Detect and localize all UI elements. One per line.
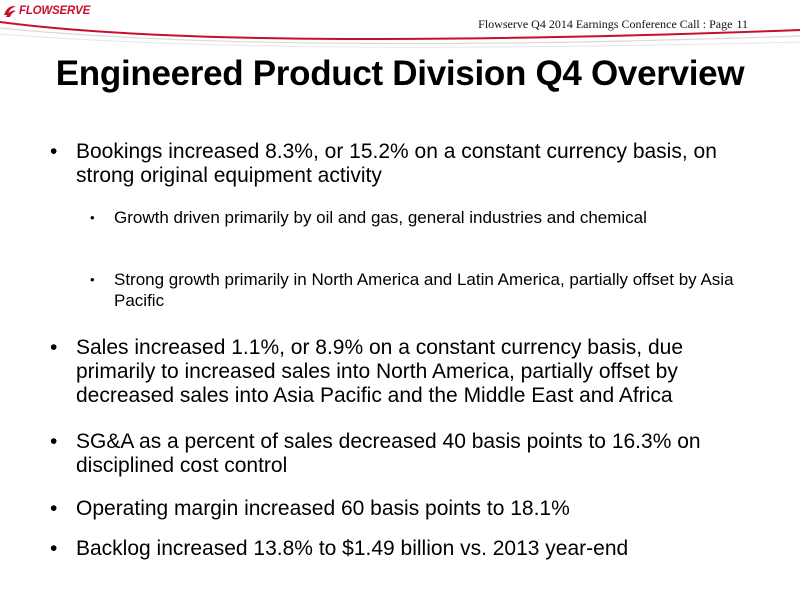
sub-bullet-text: Strong growth primarily in North America… bbox=[114, 270, 734, 310]
bullet-dot-icon: • bbox=[50, 430, 58, 453]
flowserve-logo: FLOWSERVE bbox=[3, 4, 90, 18]
bullet-dot-icon: • bbox=[50, 537, 58, 560]
bullet-dot-icon: • bbox=[50, 140, 58, 163]
bullet-text: Sales increased 1.1%, or 8.9% on a const… bbox=[76, 336, 684, 407]
slide-title: Engineered Product Division Q4 Overview bbox=[55, 54, 745, 93]
bullet-text: Backlog increased 13.8% to $1.49 billion… bbox=[76, 537, 629, 560]
header-swoosh-graphic bbox=[0, 21, 800, 48]
sub-bullet-text: Growth driven primarily by oil and gas, … bbox=[114, 208, 647, 227]
bullet-dot-icon: • bbox=[50, 336, 58, 359]
bullet-text: Operating margin increased 60 basis poin… bbox=[76, 497, 570, 520]
page-reference-label: Flowserve Q4 2014 Earnings Conference Ca… bbox=[478, 17, 733, 31]
logo-wordmark: FLOWSERVE bbox=[19, 5, 91, 17]
page-reference: Flowserve Q4 2014 Earnings Conference Ca… bbox=[478, 17, 748, 32]
bullet-dot-icon: • bbox=[50, 497, 58, 520]
page-number: 11 bbox=[736, 17, 748, 31]
sub-bullet-dot-icon: • bbox=[90, 210, 95, 225]
slide-header: FLOWSERVE Flowserve Q4 2014 Earnings Con… bbox=[0, 0, 800, 48]
sub-bullet-dot-icon: • bbox=[90, 272, 95, 287]
bullet-text: SG&A as a percent of sales decreased 40 … bbox=[76, 430, 701, 477]
bullet-text: Bookings increased 8.3%, or 15.2% on a c… bbox=[76, 140, 717, 187]
flowserve-logo-icon bbox=[4, 6, 16, 17]
